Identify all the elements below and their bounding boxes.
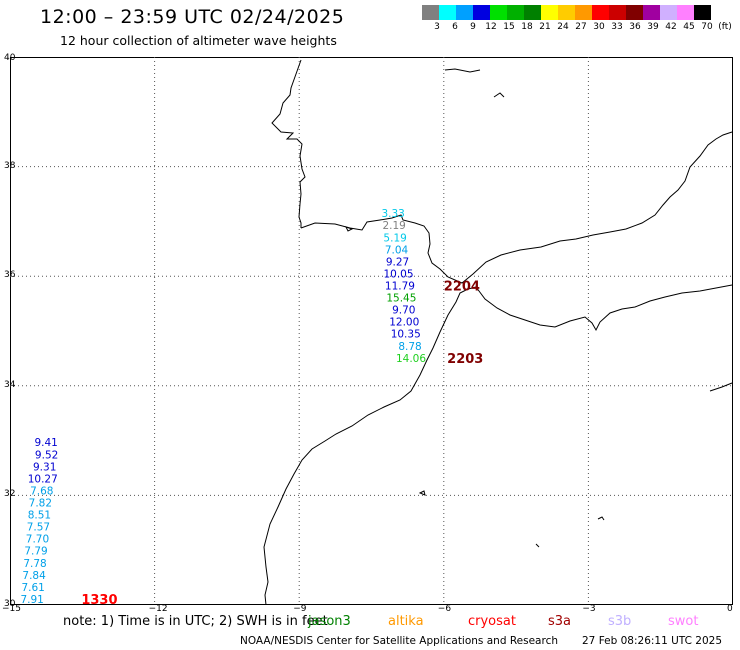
colorbar-label: 3: [434, 22, 440, 32]
colorbar-label: 45: [683, 22, 695, 32]
footer-note: note: 1) Time is in UTC; 2) SWH is in fe…: [63, 614, 328, 629]
wave-height-label: 7.91: [20, 594, 43, 605]
wave-height-colorbar: [422, 5, 728, 20]
longitude-tick-label: −3: [582, 604, 596, 614]
wave-height-label: 7.61: [21, 582, 44, 594]
wave-height-label: 7.82: [29, 498, 52, 510]
wave-height-label: 3.33: [381, 208, 404, 220]
wave-height-label: 8.51: [28, 510, 51, 522]
longitude-tick-label: −9: [293, 604, 307, 614]
wave-height-label: 7.78: [23, 558, 46, 570]
wave-height-label: 7.04: [385, 244, 409, 256]
latitude-tick-label: 36: [4, 270, 16, 281]
wave-height-label: 9.70: [392, 305, 415, 317]
colorbar-label: 30: [593, 22, 605, 32]
satellite-legend-item: s3b: [608, 614, 632, 629]
colorbar-swatch: [524, 5, 541, 20]
credit-line: NOAA/NESDIS Center for Satellite Applica…: [240, 635, 558, 647]
colorbar-swatch: [541, 5, 558, 20]
wave-height-label: 9.52: [35, 449, 58, 461]
colorbar-swatch: [626, 5, 643, 20]
generated-timestamp: 27 Feb 08:26:11 UTC 2025: [582, 635, 722, 647]
colorbar-swatch: [660, 5, 677, 20]
colorbar-labels: 3 6 9 12 15 18 21 24 27 30 33 36 39 42 45 70 (ft): [422, 22, 732, 34]
wave-height-label: 2.19: [382, 220, 405, 232]
wave-height-label: 8.78: [398, 341, 421, 353]
colorbar-swatch: [507, 5, 524, 20]
wave-height-label: 5.19: [383, 232, 406, 244]
wave-height-label: 15.45: [386, 293, 416, 305]
colorbar-label: (ft): [718, 22, 732, 32]
colorbar-label: 18: [521, 22, 533, 32]
satellite-legend-item: cryosat: [468, 614, 516, 629]
wave-height-label: 9.41: [34, 437, 57, 449]
colorbar-label: 24: [557, 22, 569, 32]
colorbar-label: 12: [485, 22, 497, 32]
colorbar-swatch: [473, 5, 490, 20]
longitude-tick-label: 0: [727, 604, 733, 614]
latitude-tick-label: 40: [4, 53, 16, 63]
pass-time-label: 2203: [447, 352, 483, 367]
map-subtitle: 12 hour collection of altimeter wave hei…: [60, 33, 337, 48]
colorbar-label: 9: [470, 22, 476, 32]
pass-time-label: 1330: [81, 593, 117, 605]
wave-height-label: 14.06: [396, 353, 426, 365]
wave-height-label: 10.27: [28, 473, 58, 485]
colorbar-swatch: [575, 5, 592, 20]
colorbar-label: 42: [665, 22, 677, 32]
map-frame: [10, 57, 733, 605]
wave-height-label: 9.27: [386, 256, 409, 268]
wave-height-label: 7.84: [22, 570, 46, 582]
wave-height-label: 10.35: [391, 329, 421, 341]
wave-height-label: 7.57: [27, 522, 50, 534]
colorbar-label: 33: [611, 22, 623, 32]
colorbar-label: 21: [539, 22, 551, 32]
wave-height-label: 10.05: [383, 268, 413, 280]
colorbar-label: 39: [647, 22, 659, 32]
colorbar-swatch: [609, 5, 626, 20]
wave-height-label: 9.31: [33, 461, 56, 473]
colorbar-label: 70: [701, 22, 713, 32]
longitude-tick-label: −6: [437, 604, 452, 614]
latitude-tick-label: 30: [4, 599, 16, 609]
colorbar-label: 6: [452, 22, 458, 32]
latitude-tick-label: 34: [4, 379, 16, 390]
colorbar-label: 36: [629, 22, 641, 32]
wave-height-label: 7.70: [26, 534, 49, 546]
colorbar-label: 15: [503, 22, 515, 32]
altimeter-map: 3.332.195.197.049.2710.0511.7915.459.701…: [10, 57, 733, 605]
satellite-legend-item: s3a: [548, 614, 572, 629]
satellite-legend-item: swot: [668, 614, 699, 629]
colorbar-swatch: [558, 5, 575, 20]
latitude-tick-label: 38: [4, 160, 16, 171]
coastline: [263, 59, 733, 605]
measurement-labels: 3.332.195.197.049.2710.0511.7915.459.701…: [20, 208, 426, 605]
graticule: [10, 57, 733, 605]
colorbar-swatch: [694, 5, 711, 20]
colorbar-swatch: [592, 5, 609, 20]
colorbar-swatch: [439, 5, 456, 20]
colorbar-label: 27: [575, 22, 587, 32]
pass-time-labels: 2204 2203 1330: [81, 280, 483, 605]
colorbar-swatch: [422, 5, 439, 20]
wave-height-label: 12.00: [389, 317, 419, 329]
longitude-tick-label: −12: [148, 604, 168, 614]
colorbar-swatch: [677, 5, 694, 20]
map-title: 12:00 – 23:59 UTC 02/24/2025: [40, 6, 345, 28]
longitude-tick-label: −15: [2, 604, 21, 614]
colorbar-swatch: [490, 5, 507, 20]
colorbar-swatch: [643, 5, 660, 20]
latitude-tick-label: 32: [4, 489, 16, 500]
wave-height-label: 11.79: [385, 281, 415, 293]
satellite-legend-item: jason3: [308, 614, 351, 629]
pass-time-label: 2204: [444, 280, 480, 295]
wave-height-label: 7.68: [30, 485, 53, 497]
colorbar-swatch: [456, 5, 473, 20]
satellite-legend-item: altika: [388, 614, 424, 629]
wave-height-label: 7.79: [24, 546, 47, 558]
